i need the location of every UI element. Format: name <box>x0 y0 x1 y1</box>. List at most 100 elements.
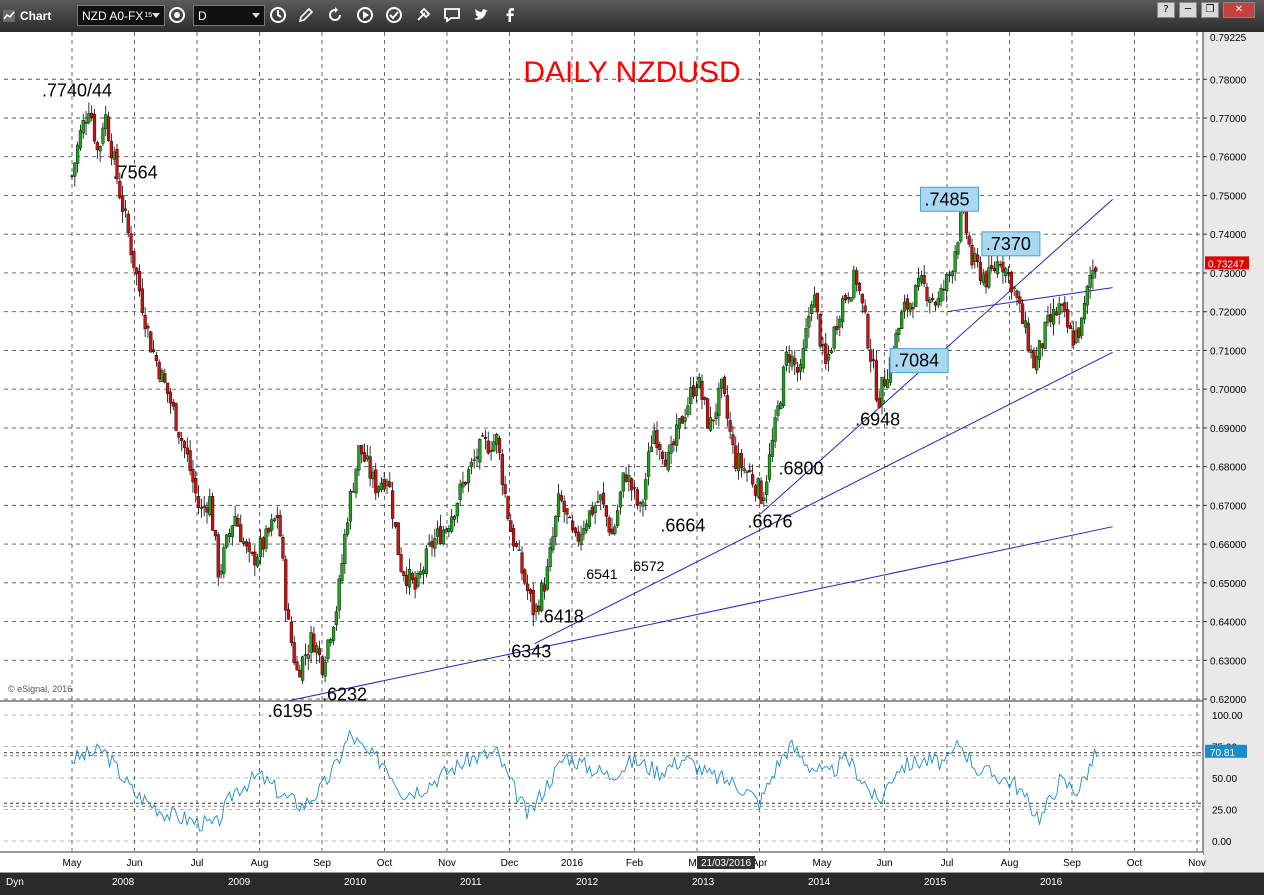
pencil-icon[interactable] <box>296 5 316 25</box>
candle-body <box>90 112 94 119</box>
candle-body <box>779 402 783 410</box>
tools-icon[interactable] <box>413 5 433 25</box>
month-label: Sep <box>1063 858 1081 869</box>
candle-body <box>92 113 97 142</box>
candle-body <box>106 116 111 141</box>
candle-body <box>838 318 842 328</box>
help-button[interactable]: ? <box>1157 2 1175 18</box>
candle-body <box>520 552 524 574</box>
symbol-input[interactable]: NZD A0-FX 15 <box>77 5 165 26</box>
candle-body <box>202 506 206 509</box>
chart-title: DAILY NZDUSD <box>523 56 740 89</box>
refresh-icon[interactable] <box>325 5 345 25</box>
month-label: Oct <box>1127 858 1143 869</box>
close-button[interactable]: ✕ <box>1223 2 1255 18</box>
candle-body <box>216 534 220 578</box>
candle-body <box>250 551 254 554</box>
candle-body <box>916 278 921 287</box>
price-tick-label: 0.77000 <box>1210 114 1247 125</box>
candle-body <box>871 359 876 361</box>
candle-body <box>599 494 603 501</box>
price-tick-label: 0.71000 <box>1210 346 1247 357</box>
candle-body <box>677 418 682 429</box>
candle-body <box>98 146 102 152</box>
candle-body <box>376 486 381 493</box>
candle-body <box>863 305 867 313</box>
candle-body <box>1023 320 1028 328</box>
price-annotation: .6572 <box>629 558 664 574</box>
candle-body <box>728 420 732 432</box>
candle-body <box>239 524 243 543</box>
price-tick-label: 0.78000 <box>1210 75 1247 86</box>
candle-body <box>874 360 878 401</box>
candle-body <box>571 520 575 531</box>
clock-icon[interactable] <box>268 5 288 25</box>
cursor-tag <box>697 856 755 869</box>
chart-app-icon <box>2 5 16 26</box>
candle-body <box>767 454 772 480</box>
symbol-value: NZD A0-FX <box>82 8 144 23</box>
year-label: 2009 <box>228 877 251 888</box>
grid <box>4 32 1203 851</box>
candle-body <box>652 430 656 444</box>
candle-body <box>222 547 226 574</box>
maximize-button[interactable]: ❐ <box>1201 2 1219 18</box>
candle-body <box>399 554 403 572</box>
year-label: 2008 <box>112 877 135 888</box>
candle-body <box>897 328 901 335</box>
candle-body <box>455 502 459 517</box>
candle-body <box>1071 330 1075 346</box>
candle-body <box>928 299 932 303</box>
candle-body <box>132 251 136 268</box>
candle-body <box>810 304 814 315</box>
symbol-link-icon[interactable] <box>167 5 187 25</box>
twitter-icon[interactable] <box>471 5 491 25</box>
chart-background <box>0 32 1264 873</box>
candle-body <box>753 485 758 496</box>
play-icon[interactable] <box>355 5 375 25</box>
candle-body <box>447 528 451 532</box>
candle-body <box>596 501 600 503</box>
candle-body <box>509 520 513 532</box>
month-label: Nov <box>438 858 456 869</box>
candle-body <box>565 508 569 515</box>
candle-body <box>340 563 344 582</box>
candle-body <box>953 251 957 272</box>
candle-body <box>413 577 417 590</box>
candle-body <box>787 354 791 363</box>
price-annotation: .6948 <box>855 409 900 429</box>
candle-body <box>281 536 285 559</box>
candle-body <box>1074 329 1078 344</box>
year-label: 2013 <box>692 877 715 888</box>
candle-body <box>1021 303 1025 324</box>
price-chart[interactable]: .7740/44 .7564 .6195 .6232 .6343 .6418 .6541 .6… <box>0 32 1264 873</box>
candle-body <box>711 419 715 422</box>
candle-body <box>576 531 580 542</box>
candle-body <box>483 437 488 439</box>
check-icon[interactable] <box>384 5 404 25</box>
candle-body <box>860 293 864 304</box>
candle-body <box>852 269 856 298</box>
candle-body <box>382 479 386 490</box>
candle-body <box>517 549 521 551</box>
minimize-button[interactable]: ─ <box>1179 2 1197 18</box>
candle-body <box>945 274 949 291</box>
time-axis: MayJunJulAugSepOctNovDec2016FebMarAprMay… <box>0 851 1264 873</box>
candle-body <box>559 495 563 501</box>
candle-body <box>995 261 999 275</box>
candle-body <box>590 506 594 515</box>
price-tick-label: 0.67000 <box>1210 501 1247 512</box>
month-label: Jun <box>126 858 142 869</box>
candle-body <box>798 364 803 372</box>
candle-body <box>306 654 310 659</box>
candle-body <box>835 325 839 331</box>
month-label: Nov <box>1188 858 1206 869</box>
candle-body <box>981 274 985 283</box>
candle-body <box>635 489 639 505</box>
candle-body <box>331 627 336 641</box>
candle-body <box>857 282 862 292</box>
interval-select[interactable]: D <box>193 5 265 26</box>
facebook-icon[interactable] <box>500 5 520 25</box>
comment-icon[interactable] <box>442 5 462 25</box>
